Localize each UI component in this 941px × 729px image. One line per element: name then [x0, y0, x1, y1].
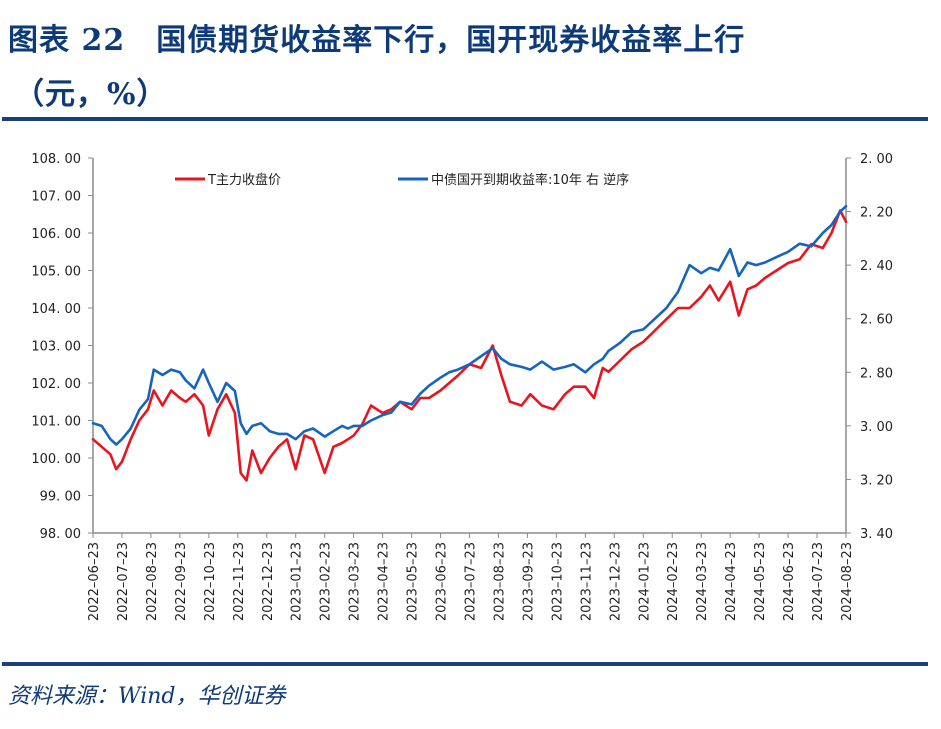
right-tick-label: 2. 80	[860, 366, 893, 381]
x-tick-label: 2022–11–23	[232, 542, 247, 621]
x-tick-label: 2023–01–23	[290, 542, 305, 621]
left-tick-label: 99. 00	[40, 490, 81, 505]
left-tick-label: 103. 00	[31, 340, 81, 355]
x-tick-label: 2023–05–23	[406, 542, 421, 621]
dual-axis-line-chart: 108. 00 107. 00 106. 00 105. 00 104. 00 103. …	[31, 152, 893, 621]
bottom-divider	[2, 662, 928, 666]
x-tick-label: 2023–09–23	[521, 542, 536, 621]
x-tick-label: 2023–08–23	[492, 542, 507, 621]
right-tick-label: 2. 40	[860, 259, 893, 274]
series-lines	[91, 204, 848, 482]
x-tick-label: 2023–07–23	[464, 542, 479, 621]
x-tick-label: 2023–03–23	[348, 542, 363, 621]
x-tick-label: 2023–11–23	[579, 542, 594, 621]
x-tick-label: 2024–06–23	[782, 542, 797, 621]
left-tick-label: 107. 00	[31, 190, 81, 205]
series-line-t-futures	[91, 209, 848, 482]
series-line-cdb-10y-yield	[91, 204, 848, 446]
left-tick-label: 105. 00	[31, 265, 81, 280]
x-tick-label: 2022–06–23	[87, 542, 102, 621]
axes: 108. 00 107. 00 106. 00 105. 00 104. 00 103. …	[31, 152, 893, 621]
title-line-1: 图表 22 国债期货收益率下行，国开现券收益率上行	[8, 23, 746, 58]
x-tick-label: 2024–04–23	[724, 542, 739, 621]
x-tick-label: 2024–08–23	[840, 542, 855, 621]
x-tick-label: 2023–02–23	[319, 542, 334, 621]
x-tick-label: 2022–07–23	[116, 542, 131, 621]
right-tick-label: 2. 60	[860, 313, 893, 328]
x-tick-label: 2024–01–23	[637, 542, 652, 621]
x-tick-label: 2022–08–23	[145, 542, 160, 621]
x-tick-label: 2024–05–23	[753, 542, 768, 621]
top-divider	[2, 117, 928, 121]
left-tick-label: 104. 00	[31, 302, 81, 317]
x-tick-label: 2024–02–23	[666, 542, 681, 621]
right-tick-label: 3. 20	[860, 473, 893, 488]
left-tick-label: 100. 00	[31, 452, 81, 467]
x-tick-label: 2022–10–23	[203, 542, 218, 621]
left-tick-label: 102. 00	[31, 377, 81, 392]
source-note: 资料来源：Wind，华创证券	[8, 684, 286, 709]
title-line-2: （元，%）	[14, 77, 168, 112]
x-tick-label: 2022–12–23	[261, 542, 276, 621]
left-tick-label: 108. 00	[31, 152, 81, 167]
legend-label-cdb-yield: 中债国开到期收益率:10年 右 逆序	[431, 172, 629, 188]
x-tick-label: 2023–06–23	[435, 542, 450, 621]
left-tick-label: 101. 00	[31, 415, 81, 430]
right-tick-label: 2. 20	[860, 206, 893, 221]
right-tick-label: 3. 40	[860, 527, 893, 542]
left-tick-label: 106. 00	[31, 227, 81, 242]
right-tick-label: 3. 00	[860, 420, 893, 435]
left-tick-label: 98. 00	[40, 527, 81, 542]
legend-label-t-futures: T主力收盘价	[207, 172, 281, 188]
x-tick-label: 2023–04–23	[377, 542, 392, 621]
x-tick-label: 2023–10–23	[550, 542, 565, 621]
x-tick-label: 2024–07–23	[811, 542, 826, 621]
chart-title: 图表 22 国债期货收益率下行，国开现券收益率上行 （元，%）	[8, 14, 933, 122]
x-tick-label: 2024–03–23	[695, 542, 710, 621]
legend: T主力收盘价 中债国开到期收益率:10年 右 逆序	[175, 172, 629, 188]
right-tick-label: 2. 00	[860, 152, 893, 167]
x-tick-label: 2023–12–23	[608, 542, 623, 621]
x-tick-label: 2022–09–23	[174, 542, 189, 621]
